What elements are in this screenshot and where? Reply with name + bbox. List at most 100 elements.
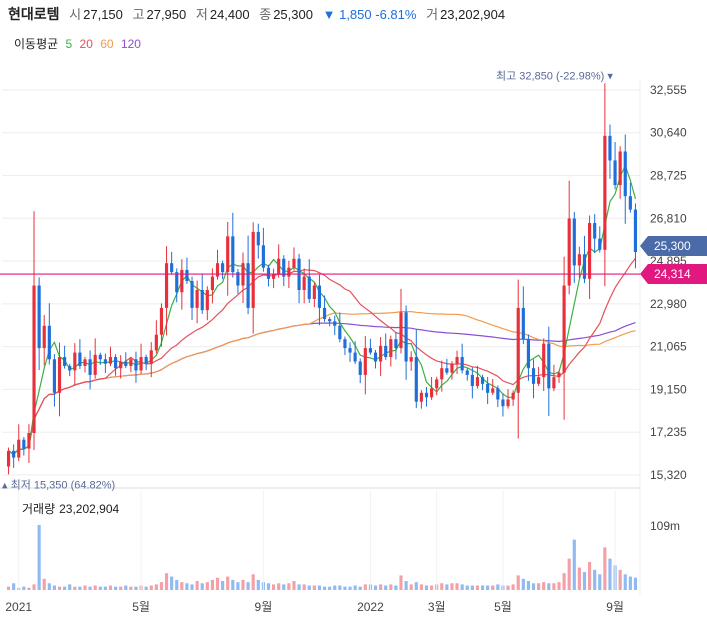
y-tick-label: 22,980: [650, 297, 687, 311]
max-price-annotation: 최고 32,850 (-22.98%) ▾: [496, 69, 613, 82]
volume-bar: [537, 583, 541, 590]
candle-body: [312, 285, 316, 299]
volume-bar: [210, 579, 214, 590]
high-value: 27,950: [146, 7, 187, 22]
x-tick-label: 2022: [357, 600, 384, 614]
volume-bar: [22, 586, 26, 590]
reference-price-tag: 24,314: [640, 264, 707, 285]
candle-body: [108, 357, 113, 364]
candle-body: [139, 357, 143, 371]
candle-body: [322, 307, 327, 320]
candle-body: [384, 345, 388, 358]
volume-bar: [577, 567, 581, 590]
volume-bar: [608, 558, 612, 590]
high-label: 고: [132, 7, 145, 22]
candle-body: [460, 357, 464, 371]
volume-bar: [287, 583, 291, 590]
volume-bar: [205, 582, 209, 590]
candle-body: [603, 135, 607, 250]
volume-bar: [455, 583, 459, 590]
volume-bar: [338, 585, 342, 590]
candle-body: [445, 368, 449, 373]
volume-bar: [180, 582, 184, 590]
volume-bar: [63, 586, 67, 590]
candle-body: [475, 377, 480, 387]
candle-body: [256, 231, 260, 246]
low-label: 저: [195, 7, 208, 22]
candle-body: [251, 231, 255, 308]
candle-body: [226, 236, 230, 273]
volume-bar: [358, 586, 362, 590]
y-tick-label: 17,235: [650, 425, 687, 439]
volume-bar: [103, 586, 107, 590]
volume-bar: [440, 583, 444, 590]
volume-bar: [185, 583, 189, 590]
candle-body: [628, 196, 632, 210]
volume-panel-header: 거래량 23,202,904: [22, 500, 119, 517]
candle-body: [608, 135, 612, 161]
volume-bar: [511, 584, 515, 590]
volume-bar: [42, 578, 46, 590]
candle-body: [567, 218, 571, 286]
volume-bar: [480, 585, 485, 590]
y-axis-ticks: 32,55530,64028,72526,81024,89522,98021,0…: [650, 83, 687, 482]
volume-bar: [175, 579, 179, 590]
candle-body: [317, 285, 322, 308]
candle-body: [419, 392, 423, 402]
candle-body: [440, 368, 444, 380]
candle-body: [149, 350, 153, 364]
candle-body: [373, 352, 378, 362]
candle-body: [358, 361, 362, 375]
candle-body: [593, 222, 597, 239]
candle-body: [73, 352, 77, 371]
volume-bar: [582, 572, 587, 590]
candle-body: [164, 263, 169, 308]
candle-body: [588, 222, 592, 279]
candle-body: [531, 368, 536, 384]
volume-bar: [256, 579, 260, 590]
candle-body: [409, 357, 413, 362]
candle-body: [261, 245, 265, 268]
candle-body: [236, 272, 240, 286]
candle-body: [521, 307, 525, 340]
volume-bar: [73, 586, 77, 590]
volume-bar: [531, 583, 536, 590]
candle-body: [552, 377, 556, 389]
ma60-line: [8, 310, 636, 455]
candle-body: [511, 392, 515, 400]
volume-bar: [129, 586, 133, 590]
volume-bar: [292, 581, 296, 590]
volume-bar: [496, 584, 500, 590]
candle-body: [435, 379, 439, 389]
volume-bar: [628, 576, 632, 590]
volume-bar: [6, 586, 11, 590]
candle-body: [633, 209, 638, 253]
candle-body: [144, 357, 148, 364]
candle-body: [572, 218, 576, 266]
volume-bar: [486, 585, 490, 590]
y-tick-label: 30,640: [650, 126, 687, 140]
candle-body: [480, 377, 485, 384]
candle-body: [282, 258, 286, 277]
volume-panel-value: 23,202,904: [59, 502, 120, 516]
volume-bar: [633, 577, 638, 590]
candle-body: [200, 290, 204, 311]
volume-bar: [215, 577, 220, 590]
candle-body: [103, 359, 107, 364]
candle-body: [399, 312, 403, 349]
ma120-legend: 120: [120, 37, 141, 51]
candle-body: [333, 321, 337, 326]
volume-bar: [159, 582, 164, 590]
volume-bar: [277, 583, 281, 590]
volume-bar: [241, 579, 245, 590]
candle-body: [394, 339, 398, 349]
volume-bar: [302, 584, 306, 590]
grid-lines: [2, 89, 640, 476]
volume-bar: [68, 584, 72, 590]
candle-body: [496, 388, 500, 400]
volume-bar: [343, 586, 347, 590]
candle-body: [547, 343, 551, 389]
volume-bar: [328, 586, 332, 590]
low-value: 24,400: [209, 7, 250, 22]
